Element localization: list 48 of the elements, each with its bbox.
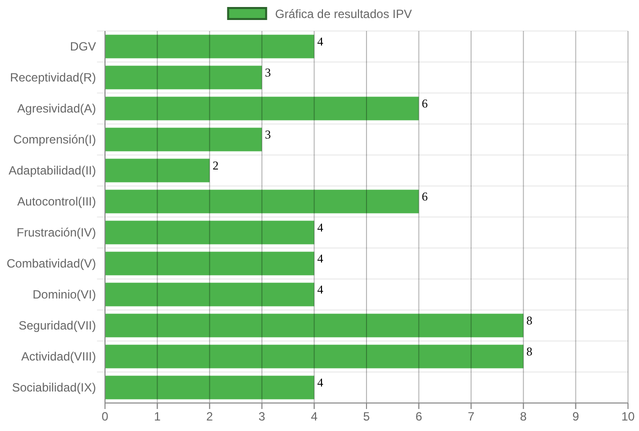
data-label: 3 <box>264 65 271 80</box>
bar <box>105 376 314 400</box>
data-label: 4 <box>317 375 324 390</box>
y-tick-label: Adaptabilidad(II) <box>8 163 96 178</box>
data-label: 8 <box>526 344 532 358</box>
y-tick-label: Seguridad(VII) <box>18 318 96 332</box>
bar <box>105 314 524 338</box>
x-tick-label: 0 <box>102 410 109 424</box>
bar <box>105 252 314 276</box>
y-tick-label: Sociabilidad(IX) <box>12 380 96 394</box>
bar <box>105 190 419 214</box>
data-label: 4 <box>317 34 324 48</box>
data-label: 6 <box>422 189 428 204</box>
x-tick-label: 6 <box>415 410 422 424</box>
bar <box>105 34 314 58</box>
bar <box>105 96 419 120</box>
y-tick-label: Frustración(IV) <box>16 225 96 240</box>
data-label: 8 <box>526 313 532 328</box>
x-tick-label: 8 <box>520 410 528 424</box>
data-label: 4 <box>317 220 324 234</box>
x-tick-label: 4 <box>310 410 318 424</box>
y-tick-label: Dominio(VI) <box>32 287 96 302</box>
y-tick-label: Agresividad(A) <box>17 101 96 116</box>
bar <box>105 158 210 182</box>
x-tick-label: 5 <box>363 410 370 424</box>
x-tick-label: 10 <box>621 410 635 424</box>
bar <box>105 66 262 90</box>
x-tick-label: 9 <box>572 410 580 424</box>
data-label: 3 <box>264 127 271 142</box>
x-tick-label: 1 <box>154 410 161 424</box>
x-tick-label: 3 <box>258 410 266 424</box>
x-tick-label: 2 <box>206 410 214 424</box>
y-tick-label: DGV <box>70 39 96 54</box>
y-tick-label: Comprensión(I) <box>13 132 96 146</box>
x-tick-label: 7 <box>468 410 475 424</box>
data-label: 4 <box>317 282 324 296</box>
legend-label: Gráfica de resultados IPV <box>275 7 412 21</box>
data-label: 2 <box>212 158 219 172</box>
data-label: 6 <box>422 96 428 110</box>
y-tick-label: Autocontrol(III) <box>17 194 96 208</box>
bar <box>105 128 262 152</box>
data-label: 4 <box>317 251 324 266</box>
bar <box>105 220 314 244</box>
y-tick-label: Combatividad(V) <box>6 256 96 270</box>
y-tick-label: Actividad(VIII) <box>21 349 96 364</box>
y-tick-label: Receptividad(R) <box>10 70 96 84</box>
bar <box>105 344 524 368</box>
bar <box>105 282 314 306</box>
